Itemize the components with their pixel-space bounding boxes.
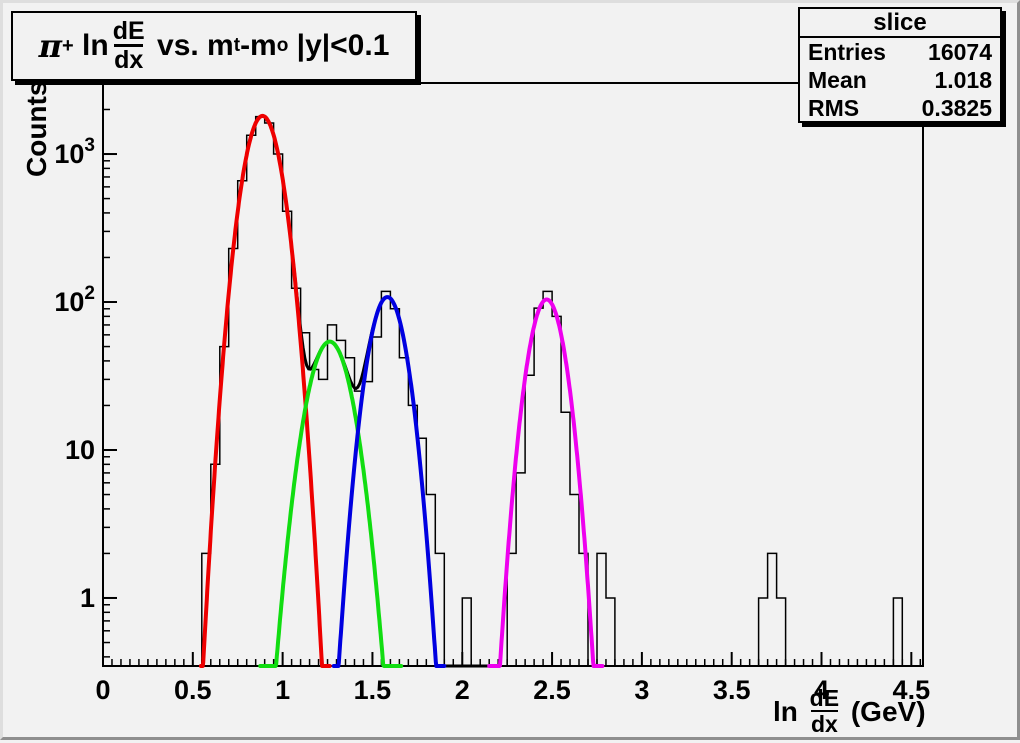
- stats-value: 1.018: [934, 67, 992, 93]
- x-tick-label: 1: [275, 675, 290, 705]
- stats-label: RMS: [808, 95, 860, 121]
- x-tick-label: 2: [455, 675, 470, 705]
- pi-superscript: +: [62, 34, 74, 57]
- x-tick-label: 3.5: [713, 675, 751, 705]
- subscript-t: t: [233, 35, 241, 56]
- subscript-o: o: [276, 35, 289, 56]
- fraction-numerator: dE: [809, 685, 840, 711]
- y-tick-label: 102: [54, 283, 95, 317]
- pi-symbol: π: [38, 27, 63, 65]
- plot-svg: 0 0.5 1 1.5 2 2.5 3 3.5 4 4.5 1 10 102 103: [54, 82, 931, 705]
- stats-value: 0.3825: [921, 95, 992, 121]
- y-tick-label: 103: [54, 135, 95, 169]
- stats-value: 16074: [928, 39, 992, 65]
- stats-box: slice Entries 16074 Mean 1.018 RMS 0.382…: [798, 7, 1002, 123]
- fraction-denominator: dx: [810, 710, 838, 737]
- x-tick-label: 4: [814, 675, 829, 705]
- title-m2: -m: [240, 29, 277, 62]
- stats-row-rms: RMS 0.3825: [800, 94, 1000, 122]
- x-axis-title: ln dE dx (GeV): [773, 687, 926, 736]
- stats-title: slice: [800, 9, 1000, 38]
- stats-row-entries: Entries 16074: [800, 38, 1000, 66]
- title-fraction: dE dx: [113, 19, 145, 73]
- stats-row-mean: Mean 1.018: [800, 66, 1000, 94]
- title-ln: ln: [73, 29, 109, 62]
- x-tick-label: 0.5: [174, 675, 212, 705]
- fraction-denominator: dx: [114, 44, 144, 74]
- x-tick-label: 1.5: [354, 675, 392, 705]
- y-tick-label: 1: [80, 583, 95, 613]
- x-axis-title-fraction: dE dx: [810, 687, 839, 736]
- total-fit-curve: [199, 114, 604, 668]
- histogram-path: [201, 115, 904, 667]
- plot-frame: [102, 82, 924, 667]
- title-vs: vs. m: [148, 29, 234, 62]
- fit-curve-blue: [331, 295, 447, 668]
- x-tick-label: 0: [95, 675, 110, 705]
- x-tick-label: 4.5: [893, 675, 931, 705]
- y-axis-title: Counts: [21, 80, 52, 177]
- fit-curve-magenta: [487, 297, 605, 668]
- fraction-numerator: dE: [112, 17, 145, 45]
- title-box: π + ln dE dx vs. m t -m o |y|<0.1: [11, 11, 417, 81]
- fit-curve-green: [258, 339, 404, 668]
- title-cut: |y|<0.1: [288, 29, 390, 62]
- x-axis-title-ln: ln: [773, 695, 806, 727]
- x-axis-title-unit: (GeV): [843, 695, 926, 727]
- y-tick-label: 10: [65, 435, 95, 465]
- stats-label: Entries: [808, 39, 886, 65]
- stats-label: Mean: [808, 67, 867, 93]
- x-tick-label: 3: [634, 675, 649, 705]
- x-tick-label: 2.5: [533, 675, 571, 705]
- fit-curve-red: [198, 113, 332, 668]
